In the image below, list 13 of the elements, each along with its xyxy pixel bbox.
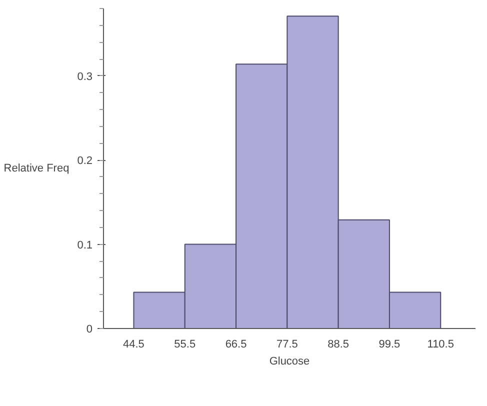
x-tick-label: 77.5: [276, 338, 298, 350]
y-tick-label: 0: [86, 324, 93, 336]
y-tick-label: 0.2: [77, 155, 93, 168]
x-tick-label: 110.5: [427, 338, 454, 350]
y-tick-label: 0.1: [77, 239, 93, 252]
x-tick-label: 66.5: [225, 338, 247, 350]
x-tick-label: 55.5: [174, 338, 196, 350]
y-axis-title: Relative Freq: [4, 162, 70, 174]
x-tick-label: 88.5: [328, 338, 350, 350]
x-tick-label: 99.5: [378, 338, 400, 350]
x-tick-label: 44.5: [123, 338, 144, 350]
y-tick-label: 0.3: [77, 70, 93, 83]
x-axis-title: Glucose: [269, 356, 310, 368]
